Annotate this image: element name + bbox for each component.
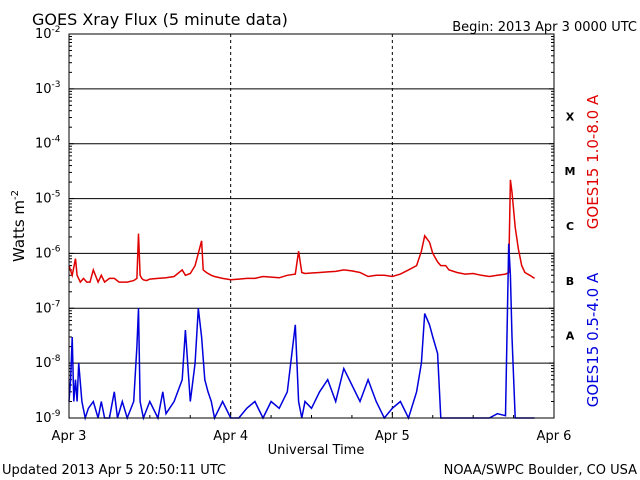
y-tick-label: 10-9 bbox=[35, 409, 61, 426]
series-lines bbox=[68, 179, 536, 421]
grid bbox=[69, 34, 554, 418]
legend-series-short: GOES15 0.5-4.0 A bbox=[584, 272, 602, 407]
flare-class-label: X bbox=[566, 110, 575, 123]
flare-class-label: M bbox=[565, 165, 576, 178]
x-tick-label: Apr 4 bbox=[213, 429, 248, 444]
x-tick-label: Apr 6 bbox=[537, 429, 572, 444]
x-tick-label: Apr 5 bbox=[375, 429, 410, 444]
chart-title: GOES Xray Flux (5 minute data) bbox=[32, 10, 288, 29]
y-tick-label: 10-7 bbox=[35, 299, 61, 316]
y-tick-label: 10-8 bbox=[35, 354, 61, 371]
x-axis-label: Universal Time bbox=[268, 443, 365, 458]
flare-class-labels: X M C B A bbox=[565, 110, 576, 342]
y-axis-label: Watts m-2 bbox=[10, 190, 28, 262]
flare-class-label: C bbox=[566, 220, 574, 233]
y-tick-label: 10-5 bbox=[35, 190, 61, 207]
y-tick-label: 10-4 bbox=[35, 135, 61, 152]
y-tick-label: 10-2 bbox=[35, 25, 61, 42]
legend-series-long: GOES15 1.0-8.0 A bbox=[584, 94, 602, 229]
begin-label: Begin: 2013 Apr 3 0000 UTC bbox=[452, 20, 637, 35]
y-axis-ticks: 10-2 10-3 10-4 10-5 10-6 10-7 10-8 10-9 bbox=[35, 25, 554, 426]
credit-label: NOAA/SWPC Boulder, CO USA bbox=[444, 463, 637, 478]
y-tick-label: 10-3 bbox=[35, 80, 61, 97]
updated-label: Updated 2013 Apr 5 20:50:11 UTC bbox=[2, 463, 226, 478]
series-line-0 bbox=[68, 179, 536, 284]
plot-frame bbox=[68, 33, 555, 419]
y-tick-label: 10-6 bbox=[35, 244, 61, 261]
flare-class-label: B bbox=[566, 275, 574, 288]
x-axis-ticks: Apr 3 Apr 4 Apr 5 Apr 6 bbox=[52, 412, 572, 444]
flare-class-label: A bbox=[566, 330, 575, 343]
x-tick-label: Apr 3 bbox=[52, 429, 87, 444]
